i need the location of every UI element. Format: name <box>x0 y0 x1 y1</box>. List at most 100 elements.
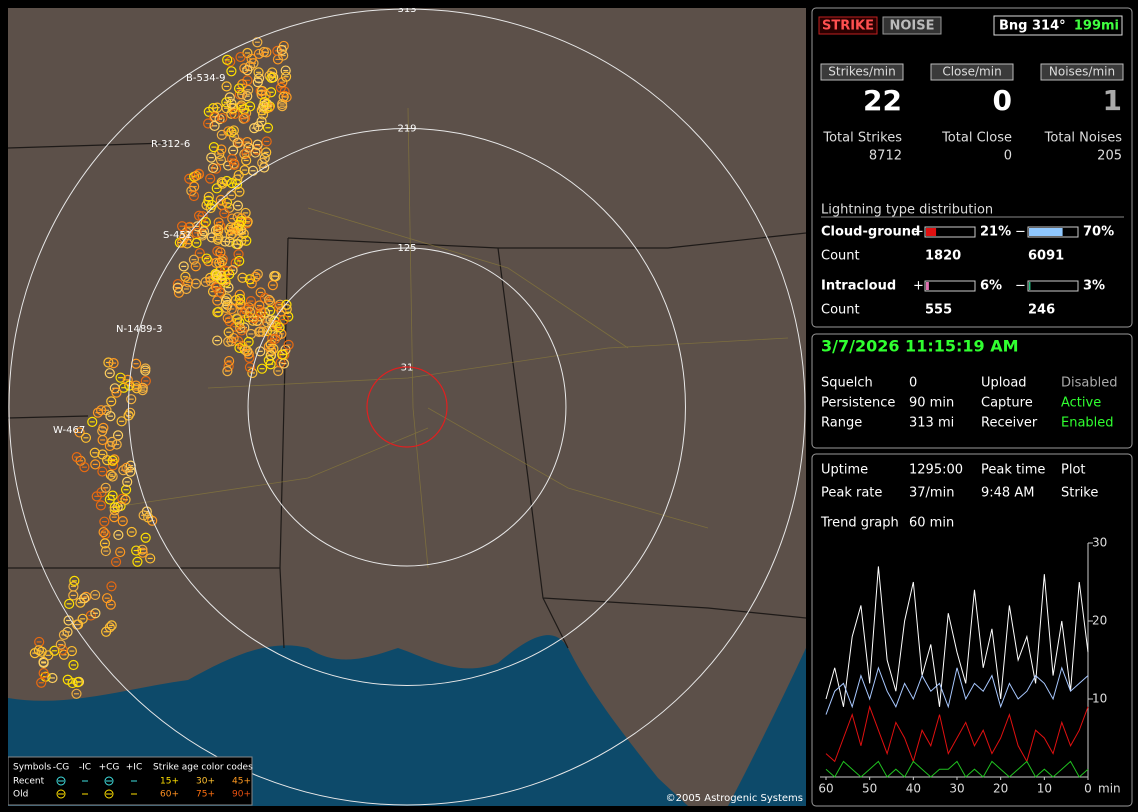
strike-symbol <box>131 545 142 556</box>
strike-circle <box>67 677 78 689</box>
legend-row: Old <box>13 790 28 800</box>
strike-symbol <box>188 254 200 265</box>
storm-label: S-451 <box>163 230 192 241</box>
strike-circle <box>140 532 151 543</box>
strike-symbol <box>140 375 151 387</box>
x-tick-label: 0 <box>1084 782 1092 796</box>
strike-symbol <box>205 173 216 184</box>
strike-circle <box>225 56 236 67</box>
strike-circle <box>250 147 261 158</box>
count-label: Count <box>821 249 860 264</box>
strike-circle <box>33 645 44 656</box>
strike-circle <box>221 197 233 208</box>
strike-symbol <box>100 545 111 557</box>
strike-circle <box>107 455 118 466</box>
strike-circle <box>209 120 220 131</box>
strike-symbol <box>115 546 126 558</box>
strike-symbol <box>231 313 242 324</box>
strike-circle <box>189 181 200 192</box>
noise-button-label[interactable]: NOISE <box>889 19 934 34</box>
strike-circle <box>137 385 148 396</box>
strike-button[interactable] <box>818 16 878 35</box>
type-label: Intracloud <box>821 279 896 294</box>
legend-age: 45+ <box>232 777 251 787</box>
strike-circle <box>95 500 107 511</box>
trend-line <box>825 666 1089 715</box>
strike-circle <box>200 276 211 288</box>
strike-symbol <box>126 526 137 538</box>
strike-circle <box>243 348 254 359</box>
strike-circle <box>229 108 240 120</box>
strike-symbol <box>256 363 268 374</box>
strike-symbol <box>79 462 90 473</box>
strike-circle <box>92 407 104 418</box>
strike-button-label[interactable]: STRIKE <box>822 19 874 34</box>
total-label: Total Strikes <box>822 131 902 146</box>
strike-symbol <box>97 425 108 437</box>
strike-circle <box>216 144 227 155</box>
strike-symbol <box>106 620 117 631</box>
strike-symbol <box>80 432 92 443</box>
strike-symbol <box>43 650 54 661</box>
strike-circle <box>217 178 228 189</box>
close-zone <box>366 366 448 448</box>
strike-circle <box>200 216 211 228</box>
strike-symbol <box>212 307 223 318</box>
strike-symbol <box>283 339 294 351</box>
strikes <box>29 37 294 699</box>
strike-symbol <box>91 491 102 502</box>
rate-label: Noises/min <box>1049 65 1115 79</box>
strike-circle <box>242 136 253 148</box>
strike-symbol <box>232 137 243 148</box>
legend-age-title: Strike age color codes <box>153 763 253 773</box>
strike-circle <box>210 268 221 280</box>
status-cell: 313 mi <box>909 416 954 431</box>
strike-symbol <box>270 271 281 282</box>
strike-circle <box>180 271 191 282</box>
strike-symbol <box>172 282 183 293</box>
x-tick-label: 20 <box>993 782 1008 796</box>
strike-symbol <box>236 325 247 336</box>
strike-symbol <box>235 323 246 334</box>
strike-symbol <box>209 120 220 131</box>
strike-symbol <box>234 293 246 305</box>
strike-symbol <box>34 636 45 648</box>
strike-symbol <box>87 416 98 427</box>
strike-circle <box>71 688 82 699</box>
strike-circle <box>212 102 223 113</box>
strike-circle <box>246 53 257 65</box>
legend-symbol <box>104 776 114 786</box>
strike-symbol <box>221 97 232 108</box>
strike-circle <box>99 516 110 527</box>
strike-circle <box>229 159 240 170</box>
strike-circle <box>126 394 137 405</box>
strike-symbol <box>233 169 244 181</box>
strike-circle <box>250 271 261 282</box>
strike-symbol <box>211 282 223 293</box>
map-area: 313 219 125 31 B-534-9 R-312-6 S-451 N-1489-3 W-… <box>8 8 806 806</box>
status-cell: Receiver <box>981 416 1038 431</box>
strike-circle <box>234 219 245 230</box>
strike-circle <box>234 186 245 197</box>
strike-circle <box>117 515 128 527</box>
legend-age: 75+ <box>196 790 215 800</box>
strike-symbol <box>106 581 117 592</box>
noise-button[interactable] <box>882 16 942 35</box>
strike-circle <box>79 462 90 473</box>
strike-symbol <box>253 67 264 78</box>
strike-circle <box>245 296 257 307</box>
strike-symbol <box>226 98 237 109</box>
strike-circle <box>256 363 268 374</box>
strike-circle <box>43 650 54 661</box>
strike-circle <box>224 355 235 367</box>
strike-symbol <box>253 121 264 132</box>
strike-circle <box>276 44 287 56</box>
strike-circle <box>74 427 85 438</box>
strike-symbol <box>276 328 287 339</box>
strike-circle <box>213 224 224 235</box>
strike-circle <box>224 269 235 280</box>
strike-symbol <box>117 515 128 527</box>
strike-symbol <box>100 482 111 493</box>
strike-symbol <box>38 657 49 669</box>
